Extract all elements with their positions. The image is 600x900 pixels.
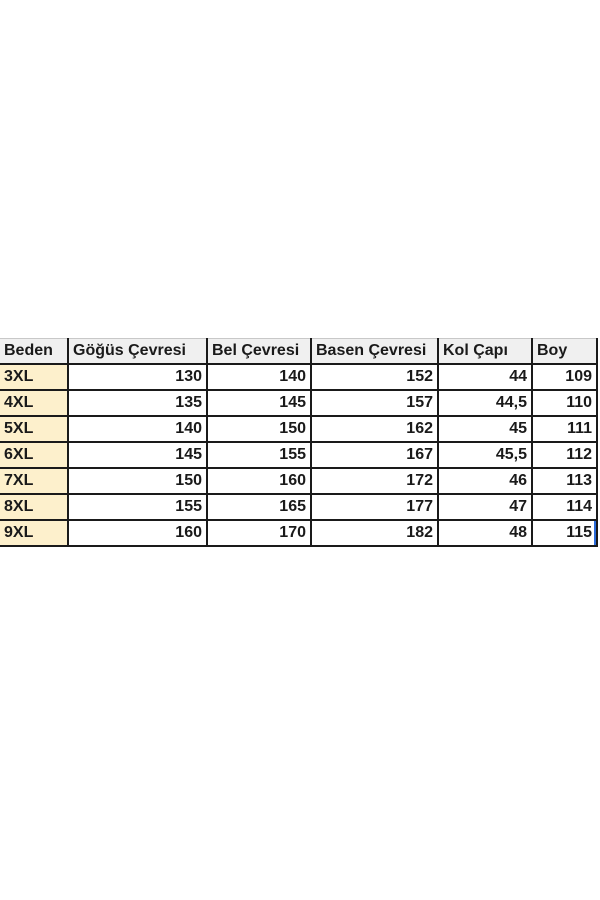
value-cell[interactable]: 44 xyxy=(437,363,533,391)
value-cell[interactable]: 140 xyxy=(67,415,208,443)
value-cell[interactable]: 150 xyxy=(206,415,312,443)
value-cell[interactable]: 165 xyxy=(206,493,312,521)
value-cell[interactable]: 157 xyxy=(310,389,439,417)
value-cell[interactable]: 112 xyxy=(531,441,598,469)
table-row: 3XL 130 140 152 44 109 xyxy=(0,363,598,391)
table-row: 9XL 160 170 182 48 115 xyxy=(0,519,598,547)
value-cell[interactable]: 113 xyxy=(531,467,598,495)
size-cell[interactable]: 4XL xyxy=(0,389,69,417)
value-cell[interactable]: 155 xyxy=(206,441,312,469)
value-cell[interactable]: 47 xyxy=(437,493,533,521)
header-row: Beden Göğüs Çevresi Bel Çevresi Basen Çevre… xyxy=(0,338,598,365)
value-cell[interactable]: 160 xyxy=(206,467,312,495)
value-cell[interactable]: 135 xyxy=(67,389,208,417)
column-header[interactable]: Bel Çevresi xyxy=(206,338,312,365)
value-cell[interactable]: 114 xyxy=(531,493,598,521)
value-cell[interactable]: 130 xyxy=(67,363,208,391)
value-cell[interactable]: 162 xyxy=(310,415,439,443)
value-cell[interactable]: 48 xyxy=(437,519,533,547)
value-cell[interactable]: 152 xyxy=(310,363,439,391)
value-cell[interactable]: 45 xyxy=(437,415,533,443)
value-cell[interactable]: 109 xyxy=(531,363,598,391)
value-cell[interactable]: 145 xyxy=(67,441,208,469)
value-cell[interactable]: 140 xyxy=(206,363,312,391)
size-cell[interactable]: 3XL xyxy=(0,363,69,391)
size-cell[interactable]: 6XL xyxy=(0,441,69,469)
column-header[interactable]: Beden xyxy=(0,338,69,365)
value-cell[interactable]: 110 xyxy=(531,389,598,417)
table-row: 5XL 140 150 162 45 111 xyxy=(0,415,598,443)
value-cell[interactable]: 150 xyxy=(67,467,208,495)
value-cell[interactable]: 167 xyxy=(310,441,439,469)
value-cell[interactable]: 45,5 xyxy=(437,441,533,469)
value-cell[interactable]: 111 xyxy=(531,415,598,443)
table-row: 8XL 155 165 177 47 114 xyxy=(0,493,598,521)
column-header[interactable]: Boy xyxy=(531,338,598,365)
value-cell[interactable]: 115 xyxy=(531,519,598,547)
size-cell[interactable]: 7XL xyxy=(0,467,69,495)
value-cell[interactable]: 145 xyxy=(206,389,312,417)
value-cell[interactable]: 46 xyxy=(437,467,533,495)
value-cell[interactable]: 172 xyxy=(310,467,439,495)
value-cell[interactable]: 182 xyxy=(310,519,439,547)
value-cell[interactable]: 160 xyxy=(67,519,208,547)
column-header[interactable]: Göğüs Çevresi xyxy=(67,338,208,365)
table-row: 7XL 150 160 172 46 113 xyxy=(0,467,598,495)
value-cell[interactable]: 177 xyxy=(310,493,439,521)
size-chart-table: Beden Göğüs Çevresi Bel Çevresi Basen Çevre… xyxy=(0,338,598,547)
table-row: 4XL 135 145 157 44,5 110 xyxy=(0,389,598,417)
value-cell[interactable]: 170 xyxy=(206,519,312,547)
column-header[interactable]: Kol Çapı xyxy=(437,338,533,365)
size-cell[interactable]: 8XL xyxy=(0,493,69,521)
size-cell[interactable]: 9XL xyxy=(0,519,69,547)
table-row: 6XL 145 155 167 45,5 112 xyxy=(0,441,598,469)
value-cell[interactable]: 44,5 xyxy=(437,389,533,417)
value-cell[interactable]: 155 xyxy=(67,493,208,521)
column-header[interactable]: Basen Çevresi xyxy=(310,338,439,365)
size-cell[interactable]: 5XL xyxy=(0,415,69,443)
